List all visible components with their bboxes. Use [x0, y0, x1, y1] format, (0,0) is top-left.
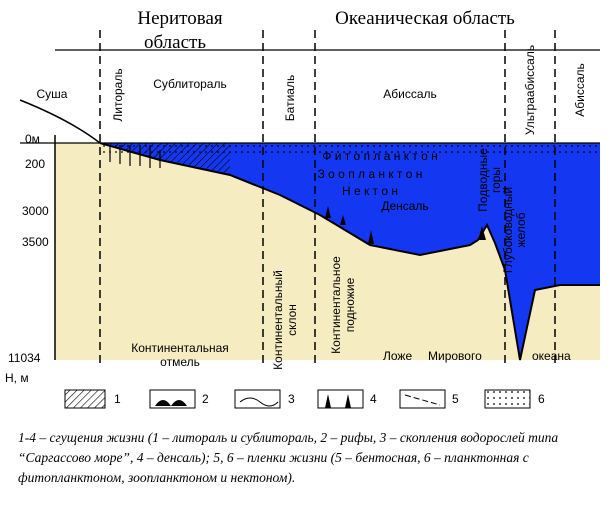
water-label: Ф и т о п л а н к т о н [322, 149, 438, 163]
depth-label: 11034 [8, 351, 41, 365]
bottom-label: склон [285, 304, 299, 336]
depth-label: 3500 [22, 235, 49, 249]
zone-label: Абиссаль [383, 87, 437, 101]
bottom-label: океана [532, 349, 571, 363]
bottom-label: подножие [343, 277, 357, 332]
zone-label: Суша [37, 87, 68, 101]
legend-number: 5 [452, 392, 459, 406]
water-label: желоб [514, 212, 528, 247]
zone-label: Батиаль [283, 75, 297, 121]
legend: 1 2 3 4 5 6 [64, 389, 545, 409]
zone-dividers [99, 30, 556, 365]
legend-number: 1 [114, 392, 121, 406]
water-label: Подводные [476, 148, 490, 212]
bottom-label: Ложе [383, 349, 412, 363]
bottom-label: Континентальная [131, 341, 229, 355]
zone-label: Сублитораль [153, 77, 226, 91]
legend-number: 3 [288, 392, 295, 406]
sublittoral-life [100, 143, 230, 175]
header: Неритовая [137, 8, 223, 29]
water-label: Денсаль [381, 199, 428, 213]
zone-label: Абиссаль [573, 63, 587, 117]
bottom-label: Мирового [428, 349, 482, 363]
legend-number: 2 [202, 392, 209, 406]
depth-label: Н, м [5, 371, 29, 385]
water-label: Н е к т о н [342, 184, 398, 198]
depth-label: 200 [25, 157, 45, 171]
water-label: З о о п л а н к т о н [318, 167, 423, 181]
seafloor-line [99, 142, 600, 361]
water [100, 143, 600, 360]
legend-number: 6 [538, 392, 545, 406]
header: область [144, 32, 206, 53]
zone-label: Литораль [111, 68, 125, 121]
depth-label: 3000 [22, 204, 49, 218]
bottom-label: Континентальное [329, 256, 343, 354]
land-line [19, 99, 101, 144]
densal-peaks [325, 206, 486, 244]
water-label: горы [489, 167, 503, 193]
diagram: Неритовая область Океаническая область С… [5, 8, 600, 409]
caption: 1-4 – сгущения жизни (1 – литораль и суб… [18, 430, 559, 485]
littoral-arrows [109, 145, 161, 168]
zone-label: Ультраабиссаль [523, 45, 537, 135]
water-label: Глубоководный [501, 187, 515, 273]
bottom-label: Континентальный [271, 270, 285, 370]
legend-number: 4 [370, 392, 377, 406]
bottom-label: отмель [160, 355, 200, 369]
depth-label: 0м [25, 132, 40, 146]
header: Океаническая область [335, 8, 515, 29]
